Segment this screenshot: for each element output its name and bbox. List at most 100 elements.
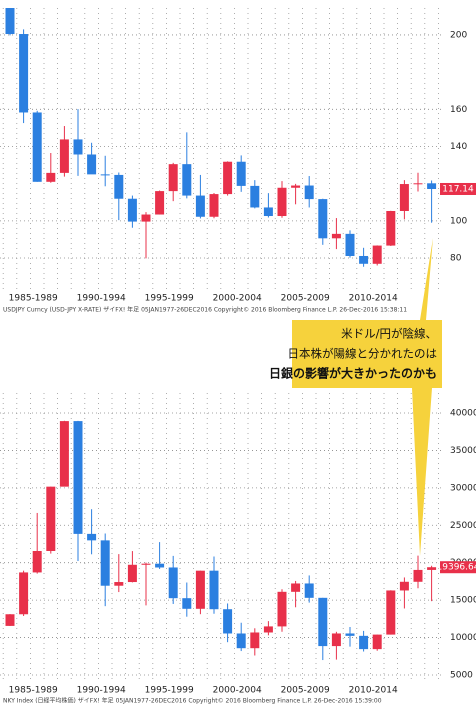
candle-body: [236, 633, 246, 649]
candle-body: [318, 597, 328, 647]
candle-body: [427, 183, 437, 189]
last-price-label: 117.14: [442, 184, 474, 194]
candle-body: [32, 112, 42, 182]
candle-body: [345, 233, 355, 256]
y-tick-label: 10000: [450, 633, 476, 643]
last-price-box: [440, 182, 476, 195]
candle-body: [127, 198, 137, 222]
candle-body: [250, 632, 260, 649]
candle-body: [331, 233, 341, 239]
candle-body: [155, 563, 165, 568]
candle-body: [114, 582, 124, 586]
candle-body: [195, 195, 205, 217]
candle-body: [168, 567, 178, 599]
candle-body: [372, 245, 382, 264]
candle-body: [236, 161, 246, 186]
candle-body: [32, 550, 42, 573]
candle-body: [399, 184, 409, 211]
y-tick-label: 35000: [450, 446, 476, 456]
candle-body: [100, 174, 110, 176]
y-tick-label: 25000: [450, 521, 476, 531]
candles: [5, 420, 437, 661]
x-tick-label: 2010-2014: [349, 294, 398, 304]
y-tick-label: 140: [450, 142, 467, 152]
last-price-box: [440, 561, 476, 574]
candle-body: [413, 183, 423, 185]
candle-body: [304, 583, 314, 598]
candle-body: [291, 583, 301, 592]
y-tick-label: 80: [450, 254, 462, 264]
candles: [5, 8, 437, 267]
candle-body: [304, 185, 314, 200]
y-tick-label: 5000: [450, 670, 473, 680]
x-tick-label: 2005-2009: [281, 686, 330, 696]
candle-body: [195, 570, 205, 609]
x-tick-label: 1990-1994: [77, 294, 126, 304]
candle-body: [5, 614, 15, 626]
x-tick-label: 2000-2004: [213, 686, 262, 696]
candle-body: [331, 633, 341, 647]
candle-body: [223, 161, 233, 195]
x-tick-label: 1985-1989: [9, 294, 58, 304]
candle-body: [114, 174, 124, 199]
candle-body: [155, 191, 165, 215]
y-tick-label: 200: [450, 30, 467, 40]
candle-body: [19, 34, 29, 113]
x-tick-label: 2000-2004: [213, 294, 262, 304]
candle-body: [141, 214, 151, 222]
candle-body: [73, 139, 83, 155]
candle-body: [223, 609, 233, 634]
candle-body: [59, 139, 69, 173]
candle-body: [141, 563, 151, 565]
candle-body: [427, 567, 437, 570]
footer: NKY Index (日経平均株価) ザイFX! 年足 05JAN1977-26…: [3, 697, 382, 705]
callout-line: 日銀の影響が大きかったのかも: [269, 366, 437, 381]
last-price-label: 19396.64: [437, 563, 476, 573]
y-tick-label: 30000: [450, 483, 476, 493]
y-tick-label: 15000: [450, 596, 476, 606]
candle-body: [59, 421, 69, 487]
y-tick-label: 160: [450, 105, 467, 115]
x-tick-label: 1995-1999: [145, 294, 194, 304]
candle-body: [127, 564, 137, 583]
x-tick-label: 2005-2009: [281, 294, 330, 304]
candle-body: [386, 590, 396, 635]
x-tick-label: 1995-1999: [145, 686, 194, 696]
x-tick-label: 1985-1989: [9, 686, 58, 696]
candle-body: [359, 635, 369, 650]
candle-body: [209, 194, 219, 217]
candle-body: [46, 486, 56, 551]
candle-body: [100, 540, 110, 586]
candle-body: [413, 569, 423, 582]
candle-body: [87, 533, 97, 541]
y-tick-label: 100: [450, 216, 467, 226]
candle-body: [277, 591, 287, 627]
candle-body: [182, 598, 192, 609]
candle-body: [263, 626, 273, 633]
candle-body: [291, 185, 301, 188]
y-tick-label: 40000: [450, 408, 476, 418]
candle-body: [182, 164, 192, 196]
candle-body: [372, 634, 382, 650]
callout-line: 日本株が陽線と分かれたのは: [288, 347, 438, 361]
candle-body: [359, 255, 369, 264]
x-tick-label: 2010-2014: [349, 686, 398, 696]
candle-body: [46, 172, 56, 182]
candle-body: [263, 207, 273, 217]
candle-body: [168, 164, 178, 192]
candle-body: [318, 199, 328, 239]
chart: 5000100001500020000250003000035000400001…: [0, 393, 476, 705]
candle-body: [5, 8, 15, 35]
candle-body: [250, 185, 260, 208]
candle-body: [19, 572, 29, 615]
footer: USDJPY Curncy (USD-JPY X-RATE) ザイFX! 年足 …: [3, 306, 407, 314]
x-tick-label: 1990-1994: [77, 686, 126, 696]
callout-shape: [292, 238, 442, 556]
candle-body: [345, 633, 355, 636]
candle-body: [399, 581, 409, 591]
candle-body: [386, 210, 396, 246]
callout-line: 米ドル/円が陰線、: [341, 327, 437, 341]
candle-body: [277, 187, 287, 217]
